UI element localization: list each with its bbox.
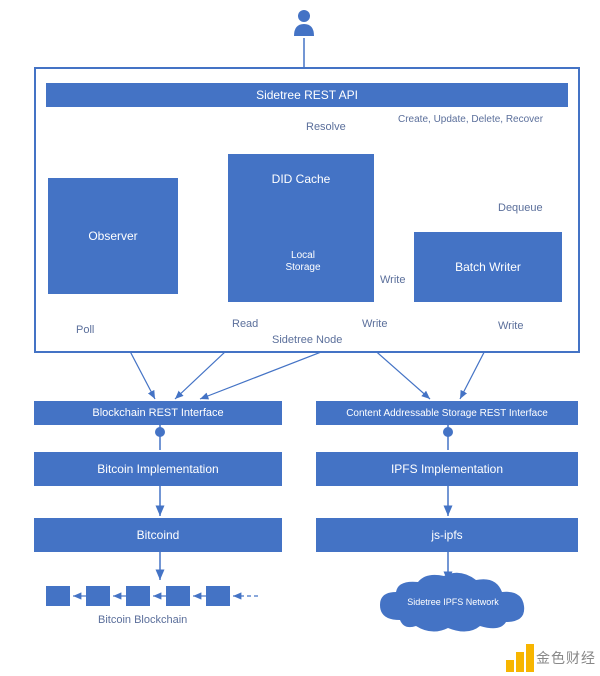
ipfs-impl-bar: IPFS Implementation [316, 452, 578, 486]
js-ipfs-label: js-ipfs [431, 528, 462, 542]
bitcoind-label: Bitcoind [137, 528, 180, 542]
label-write2: Write [362, 318, 387, 330]
did-cache-label: DID Cache [272, 172, 331, 186]
bitcoin-blockchain-icon [46, 586, 258, 606]
ipfs-impl-label: IPFS Implementation [391, 462, 503, 476]
label-write3: Write [498, 320, 523, 332]
js-ipfs-bar: js-ipfs [316, 518, 578, 552]
bitcoind-bar: Bitcoind [34, 518, 282, 552]
label-bitcoin-blockchain: Bitcoin Blockchain [98, 614, 187, 626]
label-sidetree-node: Sidetree Node [272, 334, 342, 346]
observer-label: Observer [88, 229, 137, 243]
rest-api-bar: Sidetree REST API [46, 83, 568, 107]
content-rest-label: Content Addressable Storage REST Interfa… [346, 408, 548, 419]
rest-api-label: Sidetree REST API [256, 88, 358, 102]
blockchain-rest-label: Blockchain REST Interface [92, 407, 223, 419]
watermark-icon [504, 644, 532, 672]
label-write1: Write [380, 274, 405, 286]
batch-writer-label: Batch Writer [455, 260, 521, 274]
request-queue-label: Request Queue [440, 161, 524, 175]
lollipop-dot-1 [155, 427, 165, 437]
label-dequeue: Dequeue [498, 202, 543, 214]
did-cache-box: DID Cache [228, 154, 374, 302]
bitcoin-impl-bar: Bitcoin Implementation [34, 452, 282, 486]
user-icon [294, 10, 314, 36]
content-rest-bar: Content Addressable Storage REST Interfa… [316, 401, 578, 425]
label-read: Read [232, 318, 258, 330]
watermark-text: 金色财经 [536, 648, 596, 668]
blockchain-rest-bar: Blockchain REST Interface [34, 401, 282, 425]
bitcoin-impl-label: Bitcoin Implementation [97, 462, 218, 476]
ipfs-cloud-label: Sidetree IPFS Network [398, 597, 508, 607]
label-poll: Poll [76, 324, 94, 336]
label-resolve: Resolve [306, 121, 346, 133]
lollipop-dot-2 [443, 427, 453, 437]
batch-writer-box: Batch Writer [414, 232, 562, 302]
observer-box: Observer [48, 178, 178, 294]
label-create: Create, Update, Delete, Recover [398, 114, 543, 125]
local-storage-label: LocalStorage [281, 250, 325, 274]
watermark: 金色财经 [504, 644, 596, 672]
